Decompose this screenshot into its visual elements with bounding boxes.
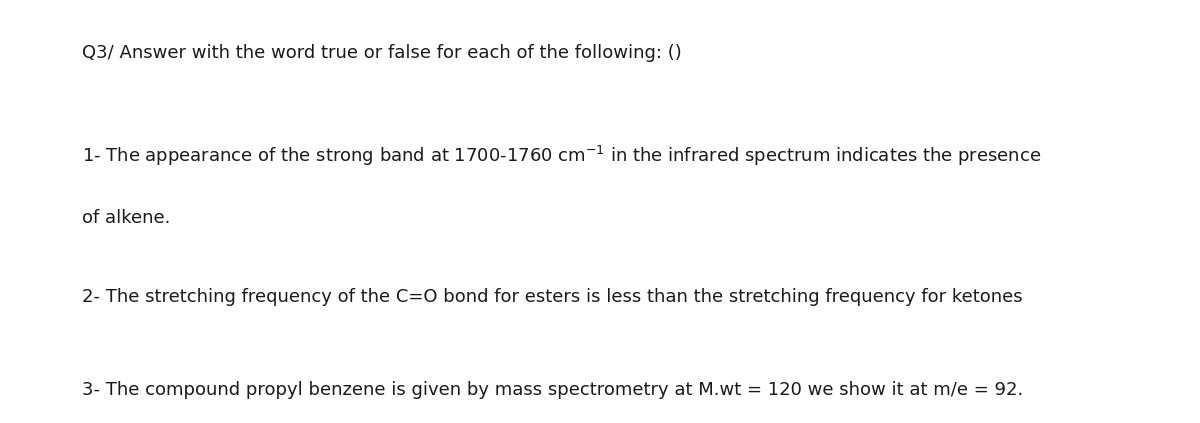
Text: 3- The compound propyl benzene is given by mass spectrometry at M.wt = 120 we sh: 3- The compound propyl benzene is given …	[82, 381, 1022, 399]
Text: of alkene.: of alkene.	[82, 209, 170, 228]
Text: Q3/ Answer with the word true or false for each of the following: (): Q3/ Answer with the word true or false f…	[82, 44, 682, 63]
Text: 1- The appearance of the strong band at 1700-1760 cm$^{-1}$ in the infrared spec: 1- The appearance of the strong band at …	[82, 144, 1040, 168]
Text: 2- The stretching frequency of the C=O bond for esters is less than the stretchi: 2- The stretching frequency of the C=O b…	[82, 288, 1022, 306]
